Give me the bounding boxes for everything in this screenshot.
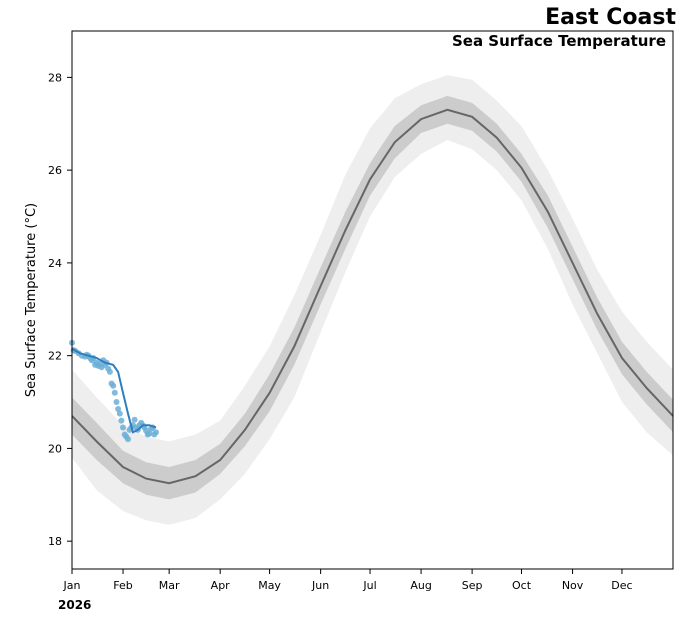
observation-point — [120, 424, 126, 431]
x-tick-label: Nov — [562, 579, 584, 592]
year-label: 2026 — [58, 598, 91, 612]
x-tick-label: Oct — [512, 579, 532, 592]
y-tick-label: 18 — [48, 535, 62, 548]
x-tick-label: Jun — [311, 579, 329, 592]
y-tick-label: 24 — [48, 257, 62, 270]
y-tick-label: 28 — [48, 71, 62, 84]
x-tick-label: Feb — [113, 579, 132, 592]
outer-band-group — [72, 75, 673, 525]
observation-point — [115, 406, 122, 412]
observation-point — [131, 416, 138, 423]
observation-point — [146, 430, 153, 437]
observation-point — [106, 368, 113, 375]
x-tick-label: Apr — [211, 579, 231, 592]
climatology-mean-line — [71, 108, 674, 485]
x-tick-label: Sep — [462, 579, 483, 592]
x-tick-label: Jan — [63, 579, 81, 592]
observation-point — [110, 382, 117, 389]
observation-line — [71, 347, 157, 434]
y-tick-label: 22 — [48, 350, 62, 363]
x-tick-label: Dec — [611, 579, 632, 592]
y-axis-title: Sea Surface Temperature (°C) — [24, 203, 39, 397]
mean-line-group — [71, 108, 674, 485]
observation-point — [125, 436, 131, 443]
y-tick-label: 26 — [48, 164, 62, 177]
y-axis-ticks: 18 20 22 24 26 28 — [48, 71, 72, 548]
observation-line-group — [71, 347, 157, 434]
x-tick-label: Mar — [159, 579, 180, 592]
observation-point — [153, 429, 159, 436]
observation-point — [118, 417, 125, 424]
x-tick-label: May — [258, 579, 281, 592]
x-tick-label: Aug — [410, 579, 431, 592]
x-tick-label: Jul — [362, 579, 376, 592]
y-tick-label: 20 — [48, 442, 62, 455]
outer-range-band — [72, 75, 673, 525]
chart-title: East Coast — [545, 5, 676, 30]
observation-point — [111, 389, 118, 396]
observation-point — [116, 410, 123, 417]
plot-frame — [71, 30, 674, 570]
chart-subtitle: Sea Surface Temperature — [452, 32, 666, 50]
x-axis-ticks: Jan Feb Mar Apr May Jun Jul Aug Sep Oct Nov Dec — [63, 569, 633, 592]
observation-point — [113, 399, 120, 405]
